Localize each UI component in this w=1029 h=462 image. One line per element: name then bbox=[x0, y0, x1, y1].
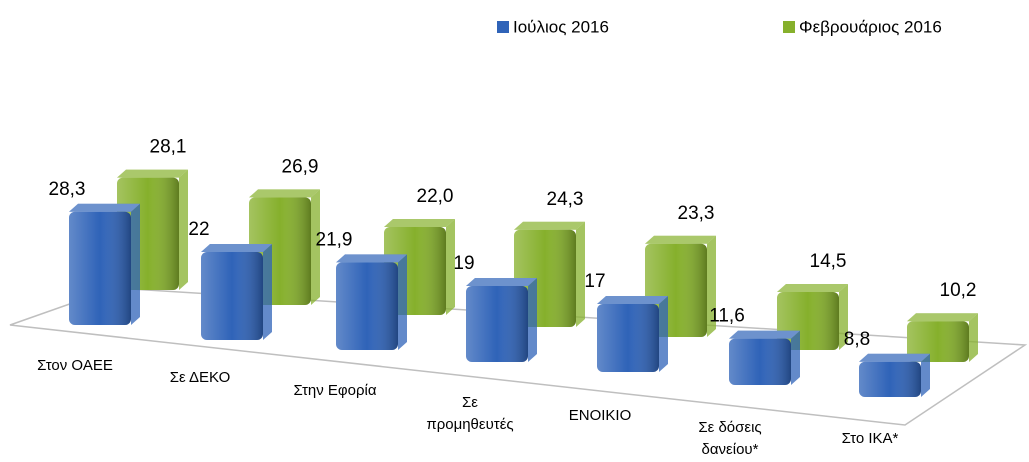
legend-swatch bbox=[497, 21, 509, 33]
bar-side bbox=[131, 203, 140, 325]
bar-top-light bbox=[645, 235, 716, 244]
bar-shade bbox=[69, 211, 131, 325]
bar-shade bbox=[597, 304, 659, 372]
category-label: Σε ΔΕΚΟ bbox=[169, 369, 231, 386]
data-label: 21,9 bbox=[316, 229, 353, 250]
bar-top bbox=[777, 284, 848, 292]
bar-top-light bbox=[907, 313, 978, 322]
data-label: 8,8 bbox=[844, 329, 870, 350]
bar-top bbox=[859, 353, 930, 362]
bar-top bbox=[907, 313, 978, 322]
data-label: 28,3 bbox=[49, 179, 86, 200]
bar-top-light bbox=[777, 284, 848, 292]
bar-top-light bbox=[117, 169, 188, 178]
bar-side bbox=[398, 254, 407, 350]
category-label: ΕΝΟΙΚΙΟ bbox=[568, 407, 632, 424]
category-label: Σε δόσεις δανείου* bbox=[698, 419, 762, 458]
bar-side bbox=[311, 189, 320, 305]
bar-top bbox=[69, 203, 140, 212]
bar-top-light bbox=[729, 330, 800, 339]
bar-top bbox=[117, 169, 188, 178]
data-label: 19 bbox=[453, 253, 474, 274]
bar-top-light bbox=[249, 189, 320, 198]
bar-top-light bbox=[69, 203, 140, 212]
bar-shade bbox=[466, 286, 528, 362]
bar-top-light bbox=[201, 244, 272, 252]
bar-top-light bbox=[859, 353, 930, 362]
bar-shade bbox=[201, 252, 263, 340]
category-label: Στην Εφορία bbox=[293, 382, 377, 399]
bar-side bbox=[659, 296, 668, 372]
data-label: 28,1 bbox=[150, 137, 187, 158]
bar-top bbox=[514, 221, 585, 230]
bar-side bbox=[528, 278, 537, 362]
bar-shade bbox=[907, 321, 969, 362]
bar-side bbox=[791, 330, 800, 385]
data-label: 26,9 bbox=[282, 156, 319, 177]
data-label: 14,5 bbox=[810, 251, 847, 272]
bar-top bbox=[384, 219, 455, 227]
bar-top-light bbox=[466, 278, 537, 286]
bar-top bbox=[249, 189, 320, 198]
bar-shade bbox=[336, 262, 398, 350]
bar-side bbox=[921, 353, 930, 397]
data-label: 11,6 bbox=[709, 306, 745, 327]
bar-top-light bbox=[336, 254, 407, 263]
data-label: 24,3 bbox=[547, 189, 584, 210]
data-label: 23,3 bbox=[678, 203, 715, 224]
bar-shade bbox=[859, 361, 921, 397]
bar-side bbox=[263, 244, 272, 340]
bar-top bbox=[336, 254, 407, 263]
bar-shade bbox=[729, 338, 791, 385]
category-label: Στο ΙΚΑ* bbox=[841, 430, 899, 447]
bar-top-light bbox=[514, 221, 585, 230]
bar-side bbox=[446, 219, 455, 315]
category-label: Στον ΟΑΕΕ bbox=[37, 357, 113, 374]
bar-top-light bbox=[597, 296, 668, 304]
bar-top bbox=[729, 330, 800, 339]
bar-top bbox=[645, 235, 716, 244]
bar-side bbox=[839, 284, 848, 350]
data-label: 17 bbox=[584, 271, 605, 292]
data-label: 10,2 bbox=[940, 280, 977, 301]
category-label: Σε προμηθευτές bbox=[426, 394, 514, 433]
bar-top-light bbox=[384, 219, 455, 227]
bar-top bbox=[466, 278, 537, 286]
bar-side bbox=[179, 169, 188, 290]
data-label: 22,0 bbox=[417, 186, 454, 207]
legend-label: Φεβρουάριος 2016 bbox=[799, 17, 942, 36]
data-label: 22 bbox=[188, 219, 209, 240]
legend-label: Ιούλιος 2016 bbox=[513, 17, 609, 36]
bar-side bbox=[969, 313, 978, 362]
bar-top bbox=[201, 244, 272, 252]
bar-top bbox=[597, 296, 668, 304]
bar-side bbox=[576, 221, 585, 327]
bar-side bbox=[707, 235, 716, 337]
legend-swatch bbox=[783, 21, 795, 33]
